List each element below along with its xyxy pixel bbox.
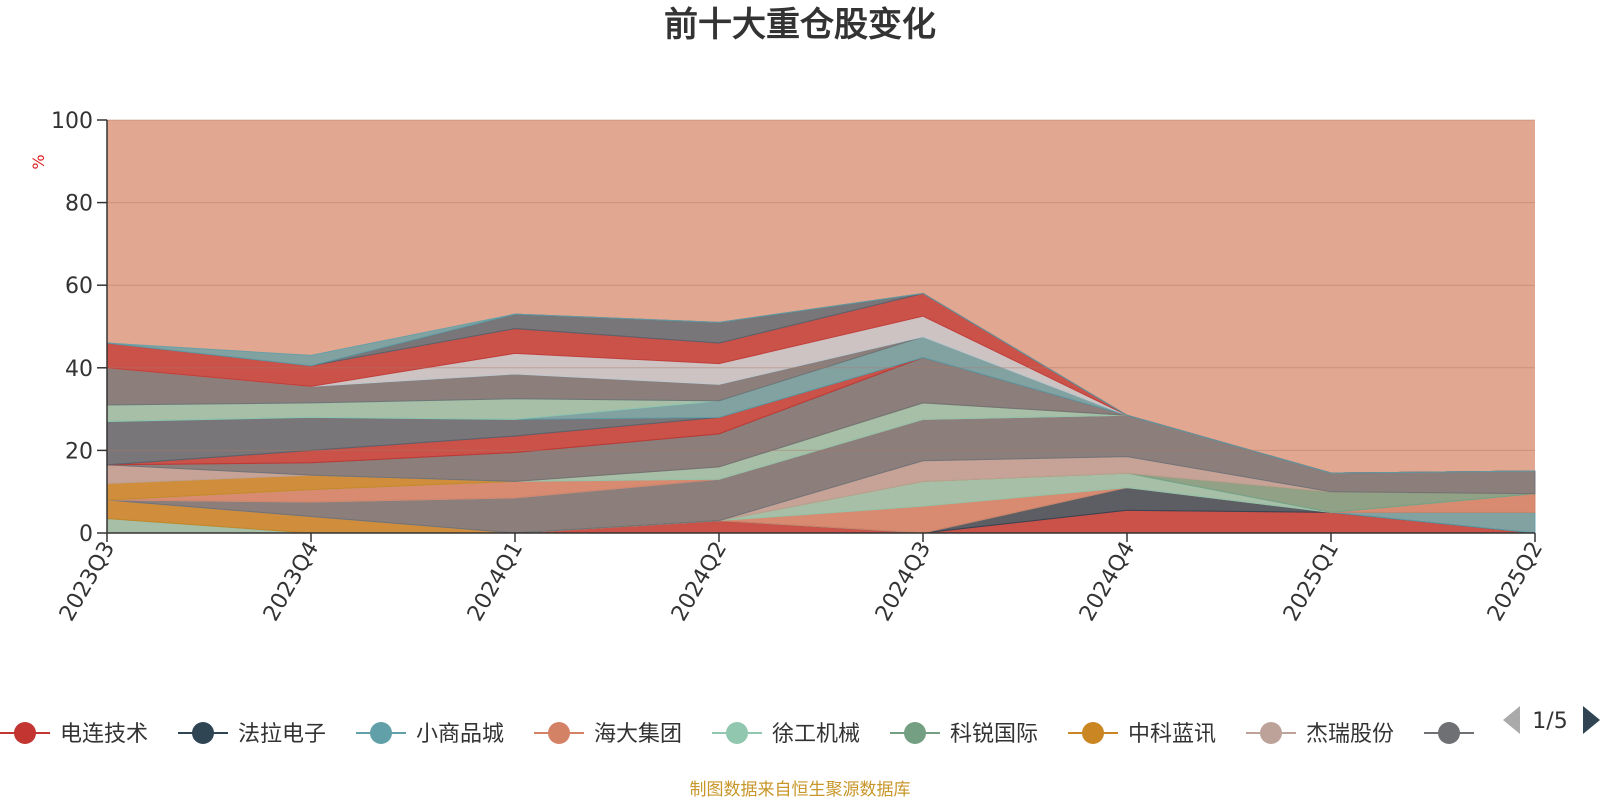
x-tick-label: 2023Q4 [259, 538, 324, 626]
legend-item[interactable]: 中科蓝讯 [1068, 722, 1216, 747]
y-tick-labels: 0 20 40 60 80 100 [51, 109, 107, 547]
legend-marker-icon [1082, 722, 1104, 744]
x-tick-label: 2024Q2 [667, 538, 732, 626]
grid-lines [107, 119, 1535, 451]
legend-marker-icon [904, 722, 926, 744]
axes [106, 120, 1535, 534]
y-tick-label: 40 [65, 357, 93, 382]
legend-label: 杰瑞股份 [1306, 722, 1394, 747]
legend-item[interactable]: 徐工机械 [712, 722, 860, 747]
stacked-areas [106, 292, 1536, 534]
legend-marker-icon [370, 722, 392, 744]
legend-label: 电连技术 [60, 722, 148, 747]
legend-prev-icon[interactable] [1503, 706, 1520, 734]
legend-item[interactable]: 科锐国际 [890, 722, 1038, 747]
y-tick-label: 0 [79, 522, 93, 547]
legend-page-indicator: 1/5 [1532, 709, 1567, 734]
legend-item[interactable]: 宁德时代 [1424, 722, 1572, 747]
y-tick-label: 80 [65, 192, 93, 217]
legend-item[interactable]: 小商品城 [356, 722, 504, 747]
legend-marker-icon [548, 722, 570, 744]
chart-title: 前十大重仓股变化 [664, 5, 936, 45]
legend-item[interactable]: 法拉电子 [178, 722, 326, 747]
legend-marker-icon [726, 722, 748, 744]
legend-marker-icon [192, 722, 214, 744]
legend-items: 电连技术 法拉电子 小商品城 海大集团 徐工机械 科锐国际 中科蓝讯 杰瑞股份 宁德时代 [0, 722, 1572, 747]
legend-item[interactable]: 杰瑞股份 [1246, 722, 1394, 747]
x-tick-label: 2025Q1 [1279, 538, 1344, 626]
legend-item[interactable]: 电连技术 [0, 722, 148, 747]
legend-marker-icon [14, 722, 36, 744]
x-tick-label: 2024Q1 [463, 538, 528, 626]
legend-label: 科锐国际 [950, 722, 1038, 747]
legend-item[interactable]: 海大集团 [534, 722, 682, 747]
x-tick-label: 2024Q4 [1075, 538, 1140, 626]
legend-marker-icon [1260, 722, 1282, 744]
y-tick-label: 60 [65, 274, 93, 299]
legend-next-icon[interactable] [1583, 706, 1600, 734]
legend-label: 徐工机械 [772, 722, 860, 747]
legend-pager: 1/5 [1503, 706, 1600, 734]
data-source-note: 制图数据来自恒生聚源数据库 [690, 780, 911, 800]
y-axis-unit: % [29, 154, 48, 169]
x-tick-label: 2023Q3 [55, 538, 120, 626]
legend: 电连技术 法拉电子 小商品城 海大集团 徐工机械 科锐国际 中科蓝讯 杰瑞股份 宁德时代 [0, 722, 1572, 747]
area-series-25[interactable] [106, 292, 1536, 474]
x-tick-label: 2024Q3 [871, 538, 936, 626]
legend-label: 海大集团 [594, 722, 682, 747]
x-tick-label: 2025Q2 [1483, 538, 1548, 626]
legend-label: 中科蓝讯 [1128, 722, 1216, 747]
legend-label: 法拉电子 [238, 722, 326, 747]
y-tick-label: 100 [51, 109, 93, 134]
legend-label: 小商品城 [416, 722, 504, 747]
x-tick-labels: 2023Q3 2023Q4 2024Q1 2024Q2 2024Q3 2024Q4 2025… [55, 533, 1548, 626]
y-tick-label: 20 [65, 439, 93, 464]
legend-marker-icon [1438, 722, 1460, 744]
